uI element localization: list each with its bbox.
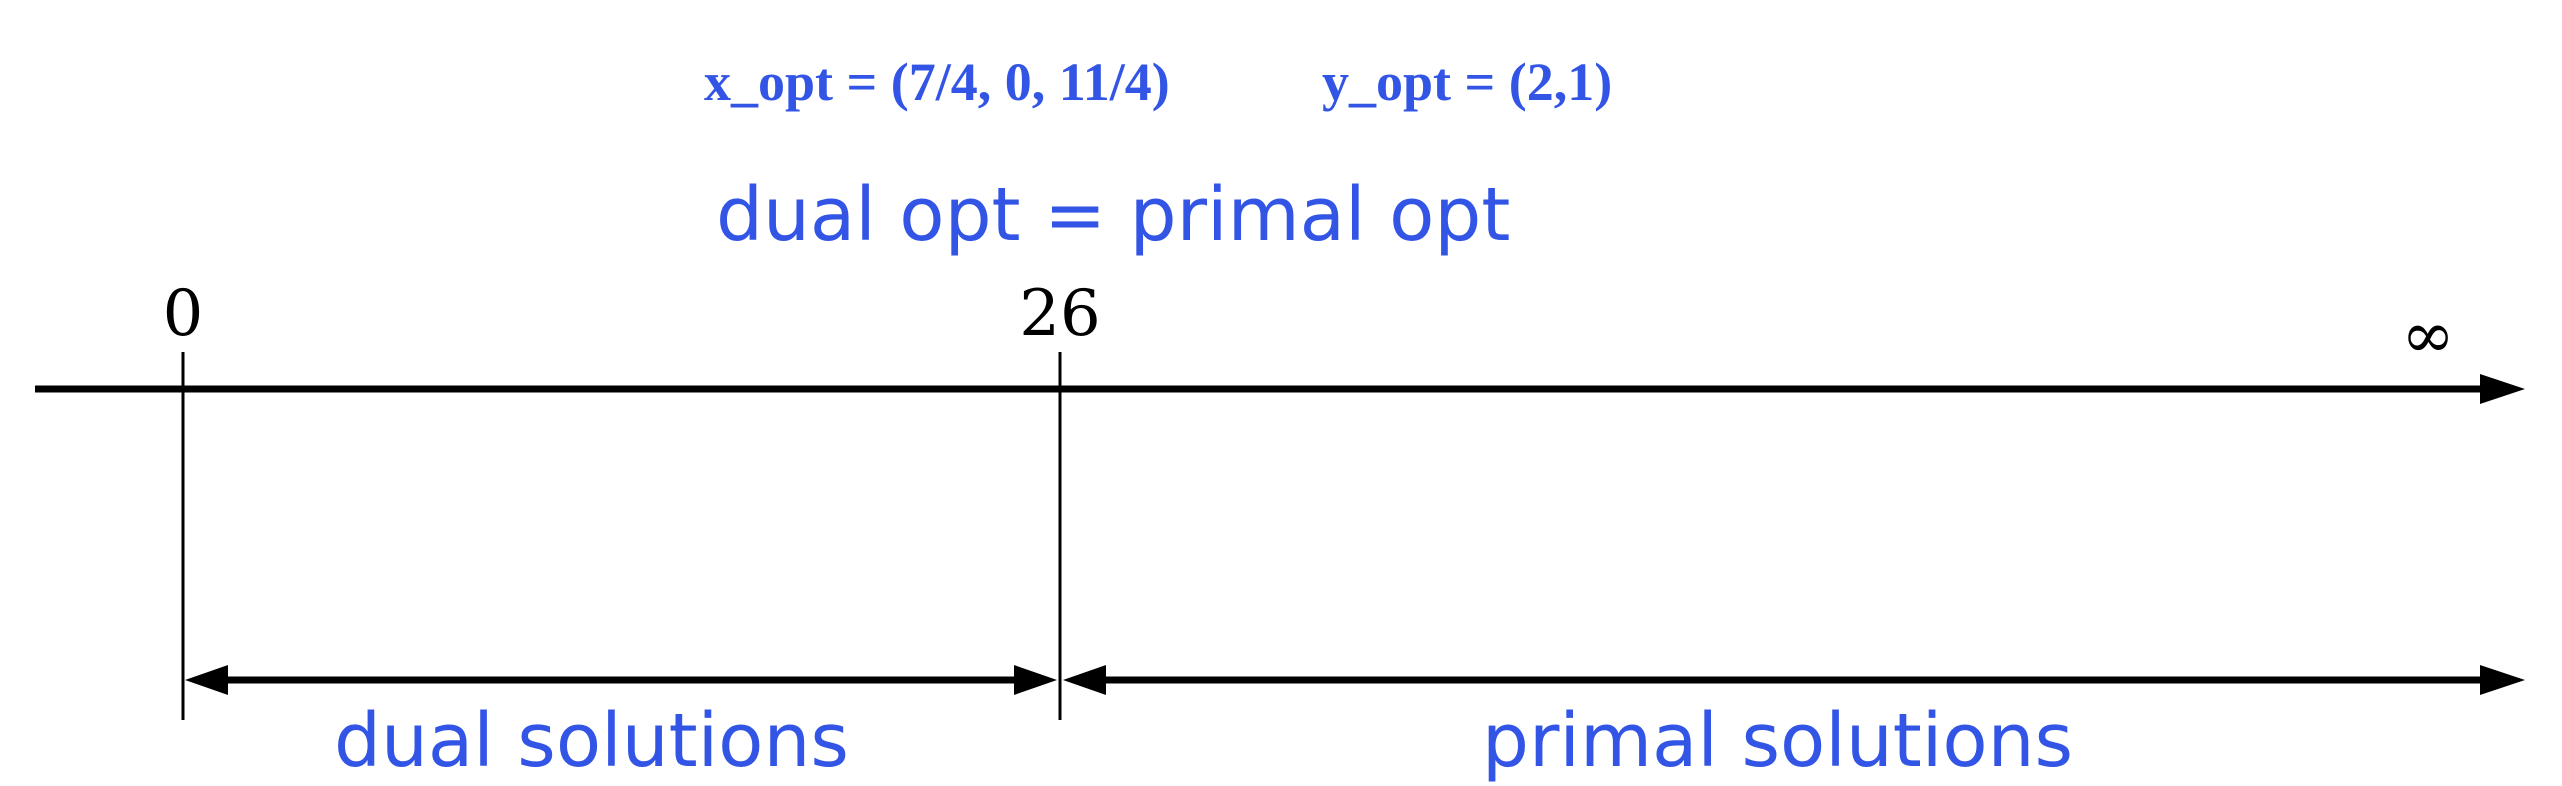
primal-solutions-label: primal solutions	[1482, 698, 2073, 784]
tick-label-infinity: ∞	[2401, 299, 2454, 373]
y-opt-label: y_opt = (2,1)	[1322, 52, 1612, 112]
primal-interval-right-arrowhead	[2480, 665, 2525, 695]
x-opt-label: x_opt = (7/4, 0, 11/4)	[704, 52, 1170, 112]
tick-label-optimum: 26	[1019, 277, 1100, 351]
primal-interval-left-arrowhead	[1063, 665, 1106, 695]
tick-label-zero: 0	[163, 277, 204, 351]
dual-solutions-label: dual solutions	[334, 698, 849, 784]
dual-equals-primal-label: dual opt = primal opt	[716, 172, 1510, 258]
main-axis-arrowhead	[2480, 374, 2525, 404]
dual-interval-left-arrowhead	[185, 665, 228, 695]
dual-interval-right-arrowhead	[1014, 665, 1057, 695]
